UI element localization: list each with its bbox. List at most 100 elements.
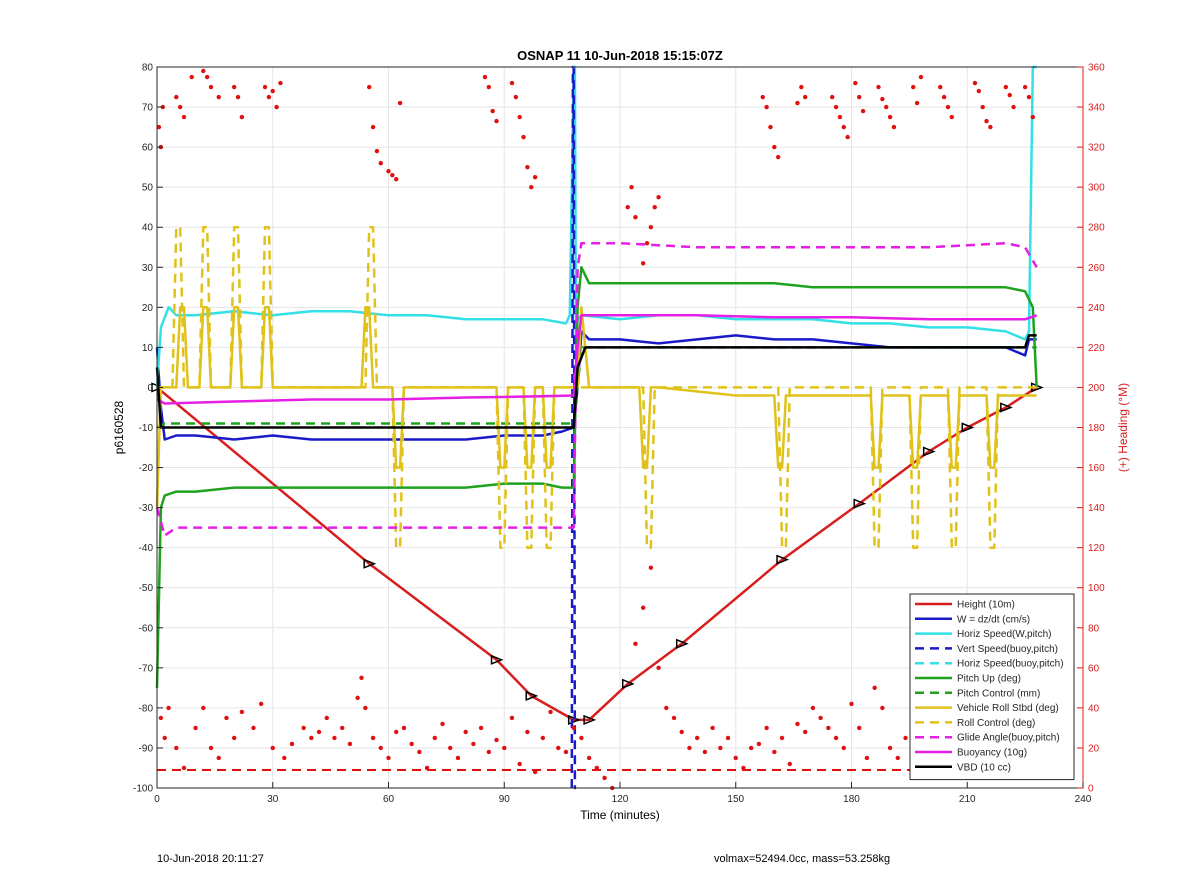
- height-marker: [363, 558, 377, 569]
- heading-point: [509, 80, 515, 86]
- y2-tick-label: 140: [1088, 503, 1105, 514]
- y-tick-label: -40: [139, 543, 154, 554]
- heading-point: [359, 675, 364, 681]
- heading-point: [177, 104, 183, 110]
- heading-point: [887, 114, 893, 120]
- y-tick-label: -80: [139, 703, 154, 714]
- heading-point: [378, 745, 383, 751]
- heading-point: [648, 565, 654, 570]
- heading-point: [494, 118, 499, 124]
- chart-title: OSNAP 11 10-Jun-2018 15:15:07Z: [517, 48, 723, 63]
- heading-point: [799, 84, 804, 90]
- y2-tick-label: 180: [1088, 423, 1105, 434]
- y2-tick-label: 80: [1088, 623, 1100, 634]
- series-line-buoyancy-10: [156, 314, 1038, 405]
- heading-point: [938, 84, 943, 90]
- y2-tick-label: 0: [1088, 784, 1094, 795]
- heading-point: [972, 80, 978, 86]
- heading-point: [887, 745, 893, 751]
- heading-point: [394, 176, 399, 182]
- heading-point: [340, 725, 345, 731]
- heading-point: [440, 721, 445, 727]
- heading-point: [949, 114, 955, 120]
- heading-point: [880, 705, 885, 711]
- heading-point: [378, 160, 383, 166]
- heading-point: [803, 94, 808, 100]
- heading-point: [980, 104, 985, 110]
- heading-point: [872, 685, 877, 691]
- height-marker: [776, 554, 790, 565]
- heading-point: [540, 735, 546, 741]
- heading-point: [884, 104, 889, 110]
- heading-point: [397, 100, 403, 106]
- heading-point: [772, 144, 777, 150]
- heading-point: [830, 94, 835, 100]
- heading-point: [432, 735, 437, 741]
- legend-label: Horiz Speed(buoy,pitch): [957, 659, 1064, 670]
- height-marker: [922, 446, 936, 457]
- heading-point: [409, 741, 414, 747]
- heading-point: [563, 749, 569, 755]
- axes: 0 30 60 90 120 150 180 210 240-100-90-80-70-60-5…: [133, 63, 1105, 806]
- heading-point: [316, 729, 322, 735]
- height-marker: [1000, 402, 1013, 413]
- heading-point: [204, 74, 210, 80]
- heading-point: [976, 88, 982, 94]
- heading-point: [602, 775, 607, 781]
- heading-point: [490, 108, 495, 114]
- heading-point: [764, 725, 769, 731]
- heading-point: [833, 104, 839, 110]
- heading-point: [394, 729, 399, 735]
- y-tick-label: 50: [142, 183, 154, 194]
- x-tick-label: 30: [267, 794, 279, 805]
- x-tick-label: 0: [154, 794, 160, 805]
- y2-tick-label: 240: [1088, 303, 1105, 314]
- height-marker: [853, 498, 867, 509]
- heading-point: [795, 721, 800, 727]
- heading-point: [390, 172, 395, 178]
- heading-point: [941, 94, 947, 100]
- heading-point: [984, 118, 989, 124]
- footer-vehicle-info: volmax=52494.0cc, mass=53.258kg: [714, 853, 891, 865]
- heading-point: [529, 184, 534, 190]
- series-line-roll-8: [157, 225, 1037, 549]
- height-marker: [621, 678, 635, 689]
- heading-point: [853, 80, 858, 86]
- heading-point: [1022, 84, 1028, 90]
- heading-point: [363, 705, 368, 711]
- legend-label: Roll Control (deg): [957, 718, 1035, 729]
- heading-point: [741, 765, 746, 771]
- heading-point: [201, 705, 206, 711]
- heading-point: [478, 725, 484, 731]
- heading-point: [455, 755, 461, 761]
- heading-point: [571, 725, 576, 731]
- heading-point: [633, 641, 638, 646]
- heading-point: [864, 755, 870, 761]
- heading-point: [640, 261, 646, 266]
- heading-point: [857, 94, 862, 100]
- legend-label: W = dz/dt (cm/s): [957, 614, 1030, 625]
- x-tick-label: 120: [612, 794, 629, 805]
- heading-point: [772, 749, 777, 755]
- heading-point: [502, 745, 507, 751]
- heading-point: [895, 755, 900, 761]
- heading-point: [274, 104, 279, 110]
- heading-point: [1030, 114, 1036, 120]
- x-tick-label: 90: [499, 794, 511, 805]
- heading-point: [417, 749, 422, 755]
- heading-point: [656, 665, 661, 671]
- heading-point: [525, 164, 530, 170]
- x-tick-label: 180: [843, 794, 860, 805]
- heading-point: [625, 204, 630, 210]
- heading-point: [532, 769, 538, 775]
- heading-point: [988, 124, 993, 130]
- heading-point: [818, 715, 823, 721]
- heading-point: [174, 94, 179, 100]
- y-tick-label: -60: [139, 623, 154, 634]
- heading-point: [231, 84, 237, 90]
- heading-point: [509, 715, 515, 721]
- series-line-vbd-11: [155, 334, 1037, 429]
- y-tick-label: -10: [139, 423, 154, 434]
- heading-point: [301, 725, 306, 731]
- heading-point: [471, 741, 476, 747]
